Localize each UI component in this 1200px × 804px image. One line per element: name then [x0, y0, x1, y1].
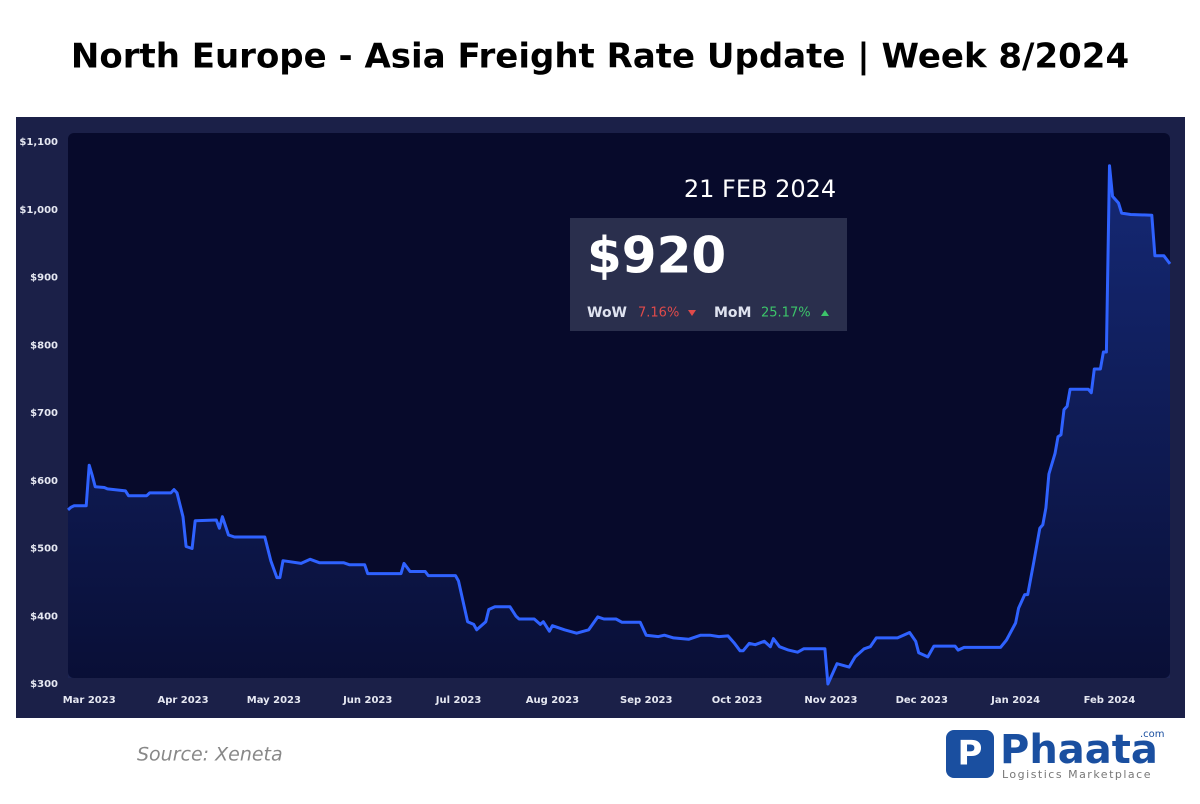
- x-tick-label: Dec 2023: [896, 695, 948, 706]
- x-tick-label: Nov 2023: [804, 695, 857, 706]
- x-tick-label: May 2023: [247, 695, 301, 706]
- y-tick-label: $400: [30, 611, 58, 622]
- y-tick-label: $700: [30, 408, 58, 419]
- logo-letter: P: [958, 734, 983, 774]
- source: Source: Xeneta: [137, 744, 283, 766]
- logo-icon: [946, 730, 994, 778]
- down-arrow: [688, 310, 696, 316]
- logo-tagline: Logistics Marketplace: [1002, 768, 1152, 781]
- wow-value: 7.16%: [638, 306, 679, 321]
- x-tick-label: Mar 2023: [63, 695, 116, 706]
- x-tick-label: Oct 2023: [712, 695, 763, 706]
- mom-label: MoM: [714, 305, 751, 321]
- y-tick-label: $300: [30, 679, 58, 690]
- logo-name: Phaata: [1000, 727, 1158, 773]
- y-tick-label: $600: [30, 476, 58, 487]
- mom-value: 25.17%: [761, 306, 811, 321]
- x-tick-label: Aug 2023: [526, 695, 579, 706]
- wow-label: WoW: [587, 305, 627, 321]
- y-tick-label: $500: [30, 544, 58, 555]
- area: [68, 165, 1170, 684]
- x-tick-label: Jan 2024: [990, 695, 1040, 706]
- x-tick-label: Sep 2023: [620, 695, 672, 706]
- up-arrow: [821, 310, 829, 316]
- logo-suffix: .com: [1140, 729, 1165, 740]
- y-tick-label: $900: [30, 273, 58, 284]
- x-tick-label: Apr 2023: [157, 695, 208, 706]
- y-tick-label: $800: [30, 340, 58, 351]
- plot-area: [68, 133, 1170, 678]
- chart-title: North Europe - Asia Freight Rate Update …: [71, 37, 1129, 77]
- y-tick-label: $1,100: [19, 137, 58, 148]
- x-tick-label: Jul 2023: [435, 695, 482, 706]
- highlight-date: 21 FEB 2024: [684, 175, 836, 203]
- x-tick-label: Feb 2024: [1084, 695, 1136, 706]
- y-tick-label: $1,000: [19, 205, 58, 216]
- line: [66, 164, 1172, 686]
- price-card: [570, 218, 847, 331]
- price: $920: [587, 227, 726, 285]
- x-tick-label: Jun 2023: [342, 695, 392, 706]
